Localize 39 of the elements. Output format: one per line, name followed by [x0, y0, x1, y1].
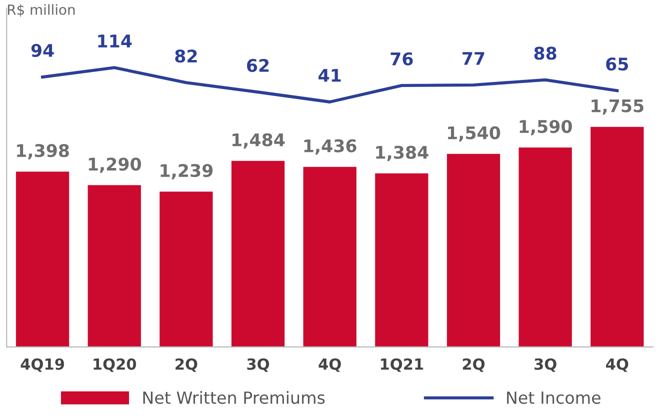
- data-label: 1,290: [88, 158, 141, 173]
- data-label: 62: [247, 58, 269, 72]
- bar: [446, 154, 500, 347]
- bar: [160, 192, 213, 347]
- bar: [231, 160, 285, 347]
- bar: [375, 173, 428, 347]
- x-tick-label: 3Q: [247, 358, 270, 372]
- data-label: 88: [534, 46, 556, 60]
- data-label: 41: [318, 69, 341, 82]
- legend-label: Net Written Premiums: [143, 391, 325, 404]
- bar: [16, 172, 70, 347]
- data-label: 65: [606, 58, 628, 71]
- x-tick-label: 2Q: [176, 358, 198, 372]
- data-label: 94: [31, 44, 54, 57]
- x-tick-label: 2Q: [462, 358, 485, 372]
- data-label: 82: [175, 49, 197, 63]
- data-label: 1,755: [592, 99, 644, 115]
- x-tick-label: 4Q19: [20, 358, 64, 372]
- data-label: 1,484: [232, 133, 285, 149]
- bar: [303, 166, 356, 347]
- bar: [590, 126, 644, 347]
- x-tick-label: 4Q: [606, 358, 628, 372]
- y-axis-title: R$ million: [8, 4, 75, 17]
- data-label: 77: [462, 52, 484, 65]
- data-label: 1,384: [376, 146, 428, 162]
- data-label: 1,540: [448, 126, 500, 142]
- data-label: 114: [98, 34, 132, 48]
- x-tick-label: 3Q: [534, 358, 556, 372]
- data-label: 76: [390, 52, 413, 66]
- x-tick-label: 4Q: [318, 358, 341, 372]
- bar: [88, 185, 141, 347]
- data-label: 1,590: [520, 120, 572, 136]
- x-tick-label: 1Q20: [94, 358, 136, 372]
- data-label: 1,436: [304, 139, 356, 155]
- bar: [518, 148, 572, 347]
- legend-label: Net Income: [507, 392, 600, 404]
- data-label: 1,398: [17, 144, 69, 160]
- data-label: 1,239: [160, 164, 213, 180]
- x-tick-label: 1Q21: [380, 358, 424, 372]
